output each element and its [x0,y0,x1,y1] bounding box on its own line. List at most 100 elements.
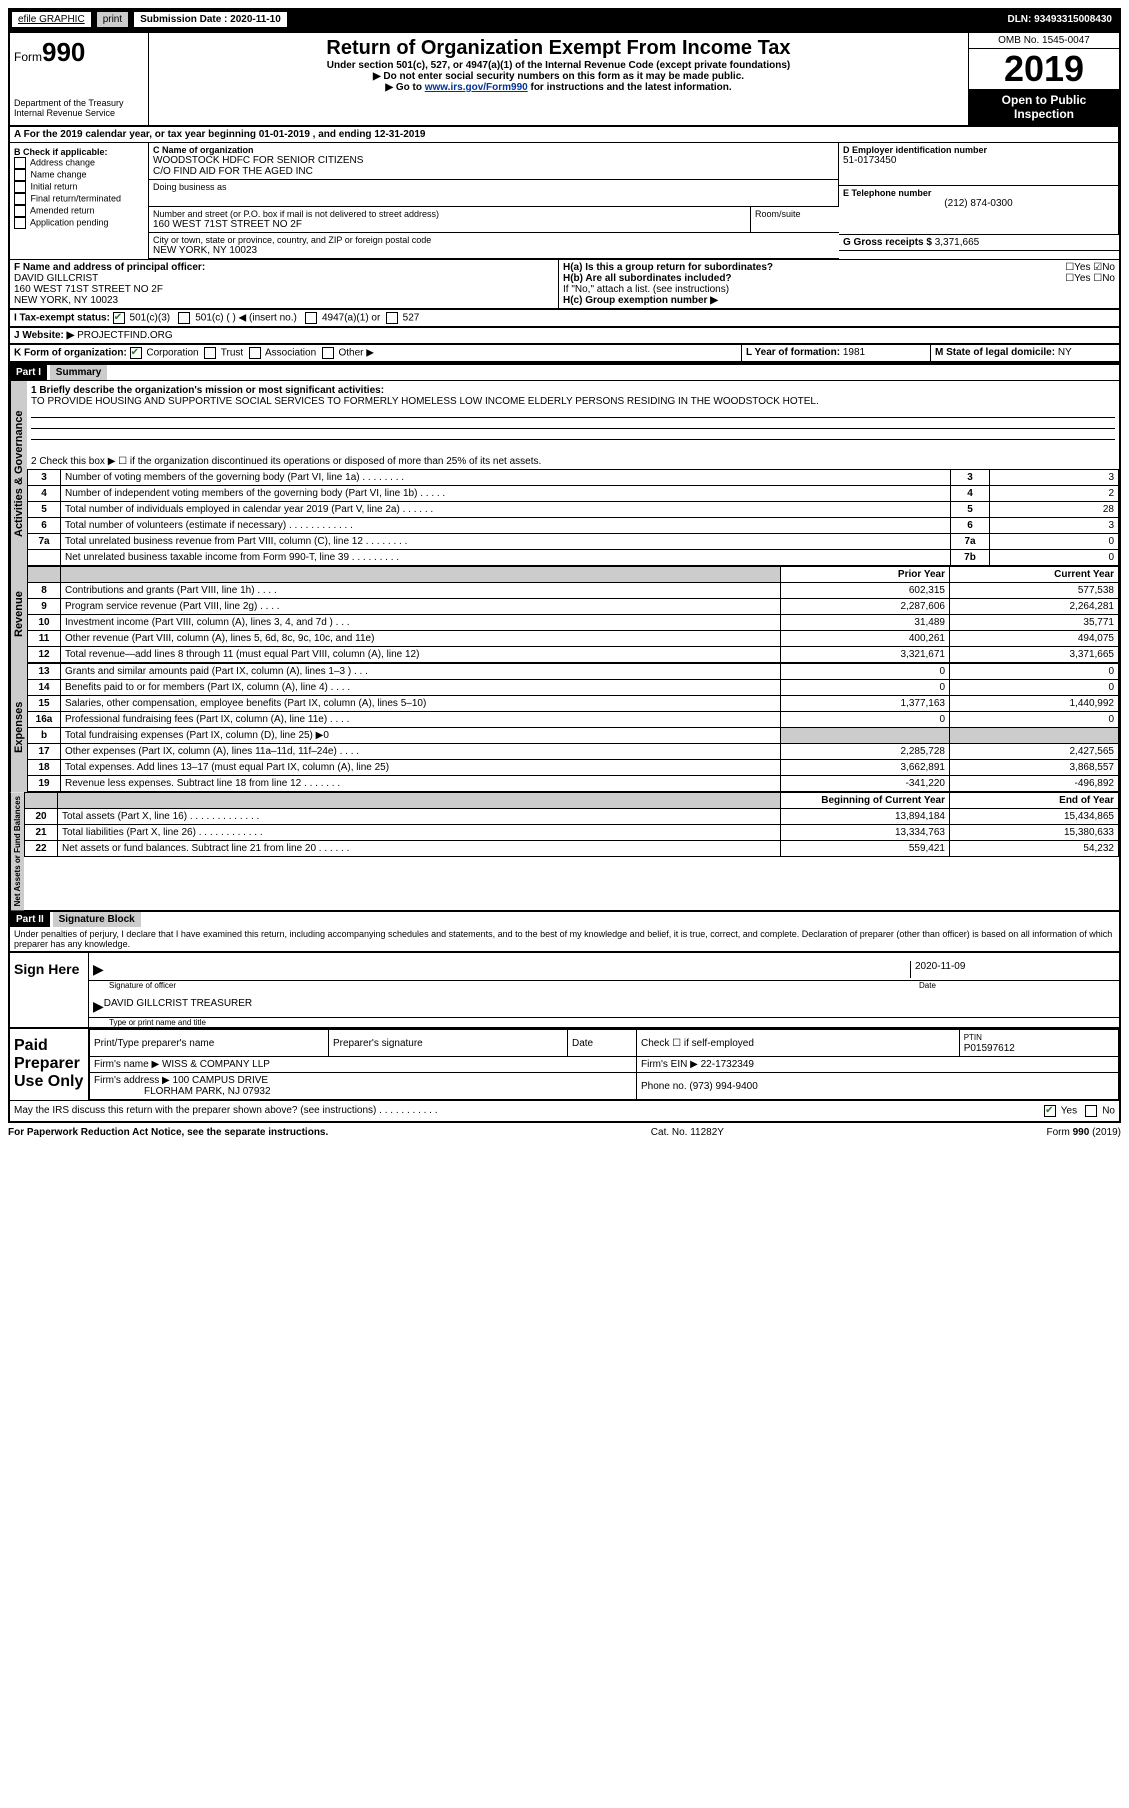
open-public-badge: Open to Public Inspection [969,89,1119,125]
org-address: 160 WEST 71ST STREET NO 2F [153,219,746,230]
527-check [386,312,398,324]
j-label: J Website: ▶ [14,330,74,341]
firm-ein-label: Firm's EIN ▶ [641,1059,698,1070]
org-city: NEW YORK, NY 10023 [153,245,835,256]
print-button[interactable]: print [96,11,129,28]
officer-name: DAVID GILLCRIST [14,273,98,284]
i-label: I Tax-exempt status: [14,313,110,324]
subtitle-3b: for instructions and the latest informat… [528,82,732,93]
city-label: City or town, state or province, country… [153,235,835,245]
form-title: Return of Organization Exempt From Incom… [157,37,960,60]
firm-phone: (973) 994-9400 [689,1081,757,1092]
check-item: Final return/terminated [14,193,144,205]
opt-other: Other ▶ [338,348,373,359]
4947-check [305,312,317,324]
section-b-title: B Check if applicable: [14,147,144,157]
check-item: Initial return [14,181,144,193]
dln: DLN: 93493315008430 [1007,14,1118,25]
vert-expenses: Expenses [10,663,27,792]
501c3-check [113,312,125,324]
part1-title: Summary [50,365,108,380]
form-label: Form [14,50,42,64]
f-label: F Name and address of principal officer: [14,262,205,273]
org-name: WOODSTOCK HDFC FOR SENIOR CITIZENS [153,155,834,166]
omb-number: OMB No. 1545-0047 [969,33,1119,49]
declaration: Under penalties of perjury, I declare th… [10,927,1119,951]
ein-value: 51-0173450 [843,155,1114,166]
year-formation: 1981 [843,347,865,358]
corp-check [130,347,142,359]
footer-left: For Paperwork Reduction Act Notice, see … [8,1127,328,1138]
firm-phone-label: Phone no. [641,1081,687,1092]
subtitle-3a: ▶ Go to [385,82,424,93]
hc-label: H(c) Group exemption number ▶ [563,295,1115,306]
ptin-label: PTIN [964,1033,982,1042]
opt-corp: Corporation [146,348,198,359]
dept-label: Department of the Treasury Internal Reve… [14,98,144,118]
opt-trust: Trust [221,348,243,359]
website-value: PROJECTFIND.ORG [77,330,173,341]
sig-officer-label: Signature of officer [89,981,919,990]
assoc-check [249,347,261,359]
sig-date: 2020-11-09 [910,961,1115,978]
line-a: A For the 2019 calendar year, or tax yea… [10,127,1119,143]
ha-label: H(a) Is this a group return for subordin… [563,262,773,273]
no-label: No [1102,1106,1115,1117]
ptin-value: P01597612 [964,1043,1015,1054]
vert-net: Net Assets or Fund Balances [10,792,24,910]
mission-label: 1 Briefly describe the organization's mi… [31,385,1115,396]
l-label: L Year of formation: [746,347,840,358]
prep-sig-label: Preparer's signature [329,1030,568,1057]
part1-header: Part I [10,365,47,380]
firm-name: WISS & COMPANY LLP [162,1059,270,1070]
check-item: Address change [14,157,144,169]
state-domicile: NY [1058,347,1072,358]
phone-label: E Telephone number [843,188,1114,198]
501c-check [178,312,190,324]
opt-527: 527 [403,313,420,324]
phone-value: (212) 874-0300 [843,198,1114,209]
firm-addr2: FLORHAM PARK, NJ 07932 [144,1086,271,1097]
part2-title: Signature Block [53,912,141,927]
opt-4947: 4947(a)(1) or [322,313,380,324]
check-item: Amended return [14,205,144,217]
gross-label: G Gross receipts $ [843,237,932,248]
firm-addr-label: Firm's address ▶ [94,1075,170,1086]
other-check [322,347,334,359]
subtitle-1: Under section 501(c), 527, or 4947(a)(1)… [157,60,960,71]
discuss-label: May the IRS discuss this return with the… [14,1105,1044,1117]
name-label: Type or print name and title [89,1018,1119,1027]
efile-link[interactable]: efile GRAPHIC [11,11,92,28]
form-number: 990 [42,37,85,67]
subtitle-2: ▶ Do not enter social security numbers o… [157,71,960,82]
date-label: Date [919,981,1119,990]
k-label: K Form of organization: [14,348,127,359]
sign-here-label: Sign Here [10,953,89,1027]
addr-label: Number and street (or P.O. box if mail i… [153,209,746,219]
footer-mid: Cat. No. 11282Y [651,1127,724,1138]
prep-date-label: Date [568,1030,637,1057]
officer-addr: 160 WEST 71ST STREET NO 2F [14,284,163,295]
tax-year: 2019 [969,49,1119,89]
dba-label: Doing business as [153,182,834,192]
part2-header: Part II [10,912,50,927]
discuss-yes [1044,1105,1056,1117]
firm-ein: 22-1732349 [701,1059,754,1070]
check-item: Name change [14,169,144,181]
hb-note: If "No," attach a list. (see instruction… [563,284,1115,295]
prep-name-label: Print/Type preparer's name [90,1030,329,1057]
opt-501c: 501(c) ( ) ◀ (insert no.) [195,313,297,324]
submission-date: Submission Date : 2020-11-10 [133,11,288,28]
vert-activities: Activities & Governance [10,381,27,566]
ein-label: D Employer identification number [843,145,1114,155]
topbar: efile GRAPHIC print Submission Date : 20… [8,8,1121,31]
irs-link[interactable]: www.irs.gov/Form990 [425,82,528,93]
paid-preparer-label: Paid Preparer Use Only [10,1029,89,1100]
discuss-no [1085,1105,1097,1117]
form-header: Form990 Department of the Treasury Inter… [10,33,1119,127]
m-label: M State of legal domicile: [935,347,1055,358]
footer-right: Form 990 (2019) [1047,1127,1121,1138]
line2: 2 Check this box ▶ ☐ if the organization… [27,454,1119,469]
officer-name-title: DAVID GILLCRIST TREASURER [104,998,252,1015]
opt-501c3: 501(c)(3) [130,313,171,324]
